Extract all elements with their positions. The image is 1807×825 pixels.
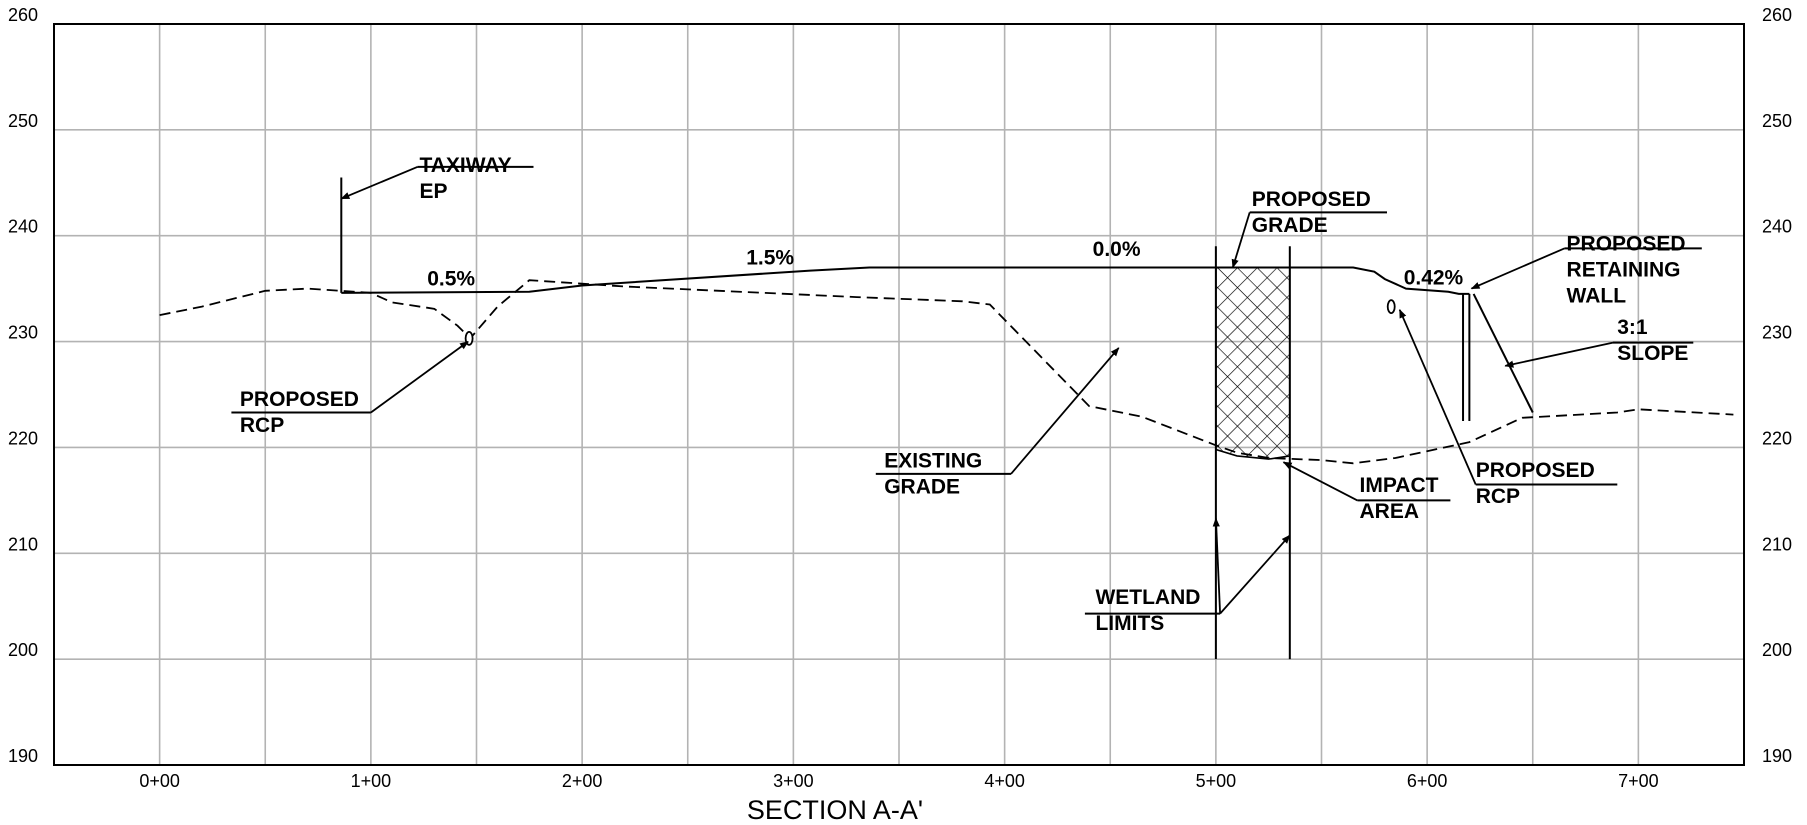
callout-taxiway-ep: TAXIWAY EP — [340, 154, 534, 203]
callout-text: PROPOSED — [1252, 188, 1371, 211]
callout-text: PROPOSED — [1476, 459, 1595, 482]
callout-text: RETAINING — [1567, 259, 1681, 282]
elevation-tick-label-right: 230 — [1762, 323, 1792, 343]
callout-impact-area: IMPACT AREA — [1282, 461, 1451, 523]
callout-proposed-retaining-wall: PROPOSED RETAINING WALL — [1470, 233, 1702, 308]
callout-text: GRADE — [884, 476, 960, 499]
section-title: SECTION A-A' — [747, 795, 923, 825]
callout-text: WETLAND — [1095, 586, 1200, 609]
station-tick-label: 6+00 — [1407, 771, 1448, 791]
callout-leader — [1282, 461, 1358, 502]
station-tick-label: 0+00 — [139, 771, 180, 791]
callout-text: WALL — [1567, 285, 1627, 308]
callout-text: RCP — [1476, 485, 1520, 508]
callout-leader — [1470, 247, 1565, 290]
elevation-tick-label-left: 220 — [8, 428, 38, 448]
callout-leader — [1219, 534, 1291, 615]
profile-lines — [159, 177, 1734, 660]
elevation-tick-label-right: 220 — [1762, 428, 1792, 448]
callout-leader — [1212, 517, 1221, 614]
callout-text: EXISTING — [884, 450, 982, 473]
elevation-tick-label-right: 260 — [1762, 5, 1792, 25]
elevation-tick-label-right: 240 — [1762, 217, 1792, 237]
callouts: TAXIWAYEPPROPOSEDRCPEXISTINGGRADEPROPOSE… — [231, 154, 1702, 635]
callout-text: GRADE — [1252, 214, 1328, 237]
grid — [54, 24, 1744, 765]
callout-leader — [1504, 341, 1614, 368]
station-tick-label: 3+00 — [773, 771, 814, 791]
elevation-tick-label-right: 190 — [1762, 746, 1792, 766]
elevation-tick-label-left: 190 — [8, 746, 38, 766]
callout-proposed-grade: PROPOSED GRADE — [1231, 188, 1387, 269]
proposed-grade-line — [341, 266, 1470, 295]
grade-labels: 0.5% 1.5% 0.0% 0.42% — [427, 238, 1463, 291]
callout-proposed-rcp-right: PROPOSED RCP — [1398, 308, 1618, 508]
callout-text: RCP — [240, 414, 284, 437]
elevation-tick-label-left: 250 — [8, 111, 38, 131]
slope-line — [1472, 293, 1534, 413]
elevation-axis-right: 260 250 240 230 220 210 200 190 — [1762, 5, 1792, 766]
elevation-tick-label-left: 230 — [8, 323, 38, 343]
station-tick-label: 5+00 — [1196, 771, 1237, 791]
callout-text: PROPOSED — [1567, 233, 1686, 256]
station-tick-label: 1+00 — [351, 771, 392, 791]
callout-leader — [1398, 308, 1477, 485]
callout-text: 3:1 — [1617, 316, 1648, 339]
elevation-tick-label-left: 240 — [8, 217, 38, 237]
elevation-tick-label-right: 250 — [1762, 111, 1792, 131]
elevation-tick-label-right: 200 — [1762, 640, 1792, 660]
grade-percent-label: 0.42% — [1404, 266, 1464, 289]
impact-area-hatch — [1215, 266, 1291, 460]
callout-text: IMPACT — [1360, 474, 1439, 497]
impact-area — [1215, 266, 1291, 460]
callout-existing-grade: EXISTING GRADE — [875, 347, 1120, 499]
elevation-tick-label-right: 210 — [1762, 534, 1792, 554]
elevation-tick-label-left: 200 — [8, 640, 38, 660]
callout-text: PROPOSED — [240, 388, 359, 411]
grade-percent-label: 1.5% — [746, 246, 794, 269]
pipe-symbol — [1386, 299, 1396, 315]
callout-leader — [1231, 212, 1251, 269]
callout-text: TAXIWAY — [419, 154, 511, 177]
grade-percent-label: 0.0% — [1093, 238, 1141, 261]
callout-text: AREA — [1360, 500, 1420, 523]
elevation-axis-left: 260 250 240 230 220 210 200 190 — [8, 5, 38, 766]
callout-leader — [370, 340, 469, 414]
callout-proposed-rcp-left: PROPOSED RCP — [231, 340, 469, 437]
callout-text: EP — [419, 180, 447, 203]
callout-slope-3-1: 3:1 SLOPE — [1504, 316, 1694, 368]
station-tick-label: 4+00 — [984, 771, 1025, 791]
callout-leader — [340, 166, 418, 200]
callout-wetland-limits: WETLAND LIMITS — [1084, 517, 1291, 635]
callout-text: LIMITS — [1095, 612, 1164, 635]
callout-text: SLOPE — [1617, 342, 1688, 365]
station-tick-label: 2+00 — [562, 771, 603, 791]
callout-leader — [1010, 347, 1120, 475]
grade-percent-label: 0.5% — [427, 267, 475, 290]
elevation-tick-label-left: 260 — [8, 5, 38, 25]
plot-frame — [53, 23, 1745, 766]
existing-grade-line — [159, 279, 1734, 465]
station-tick-label: 7+00 — [1618, 771, 1659, 791]
elevation-tick-label-left: 210 — [8, 534, 38, 554]
station-axis: 0+00 1+00 2+00 3+00 4+00 5+00 6+00 7+00 — [139, 771, 1658, 791]
